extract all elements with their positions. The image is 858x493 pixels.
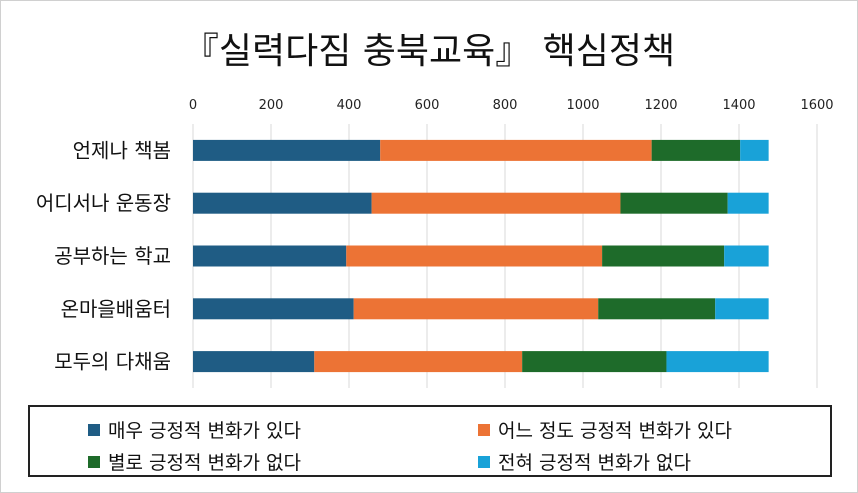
bar-4-series-1	[314, 351, 523, 373]
x-tick-label-1000: 1000	[566, 98, 599, 113]
category-label-2: 공부하는 학교	[54, 244, 171, 268]
category-label-4: 모두의 다채움	[54, 350, 171, 374]
legend-label-3: 전혀 긍정적 변화가 없다	[498, 452, 691, 474]
x-tick-label-1600: 1600	[800, 98, 833, 113]
legend-swatch-3	[478, 455, 490, 468]
bar-4-series-0	[193, 351, 315, 373]
legend-item-series-0: 매우 긍정적 변화가 있다	[88, 416, 301, 443]
bar-2-series-0	[193, 245, 347, 267]
bar-1-series-3	[727, 192, 769, 214]
bar-3-series-0	[193, 298, 354, 320]
bar-0-series-0	[193, 139, 381, 161]
bar-2-series-2	[602, 245, 725, 267]
chart-title: 『실력다짐 충북교육』 핵심정책	[182, 31, 676, 72]
bar-1-series-2	[620, 192, 728, 214]
category-label-1: 어디서나 운동장	[36, 191, 171, 215]
legend-label-0: 매우 긍정적 변화가 있다	[108, 420, 301, 442]
bar-3-series-1	[353, 298, 599, 320]
legend-item-series-2: 별로 긍정적 변화가 없다	[88, 448, 301, 475]
legend-swatch-1	[478, 423, 490, 436]
bar-2-series-1	[346, 245, 603, 267]
bar-3-series-2	[598, 298, 716, 320]
chart-legend: 매우 긍정적 변화가 있다 어느 정도 긍정적 변화가 있다 별로 긍정적 변화…	[28, 405, 832, 477]
legend-swatch-2	[88, 455, 100, 468]
x-tick-label-600: 600	[415, 98, 440, 113]
bar-0-series-2	[651, 139, 741, 161]
x-tick-label-400: 400	[337, 98, 362, 113]
legend-label-2: 별로 긍정적 변화가 없다	[108, 452, 301, 474]
x-tick-label-200: 200	[259, 98, 284, 113]
bar-1-series-0	[193, 192, 372, 214]
x-tick-label-1200: 1200	[644, 98, 677, 113]
legend-item-series-1: 어느 정도 긍정적 변화가 있다	[478, 416, 732, 443]
x-tick-label-0: 0	[189, 98, 197, 113]
bar-0-series-3	[740, 139, 769, 161]
legend-label-1: 어느 정도 긍정적 변화가 있다	[498, 420, 732, 442]
category-label-3: 온마을배움터	[61, 297, 171, 321]
bar-1-series-1	[371, 192, 621, 214]
bar-4-series-2	[522, 351, 667, 373]
bar-0-series-1	[380, 139, 652, 161]
x-tick-label-800: 800	[493, 98, 518, 113]
legend-swatch-0	[88, 423, 100, 436]
x-tick-label-1400: 1400	[722, 98, 755, 113]
legend-item-series-3: 전혀 긍정적 변화가 없다	[478, 448, 691, 475]
category-label-0: 언제나 책봄	[73, 138, 171, 162]
bar-4-series-3	[666, 351, 769, 373]
bar-3-series-3	[715, 298, 769, 320]
bar-2-series-3	[724, 245, 769, 267]
